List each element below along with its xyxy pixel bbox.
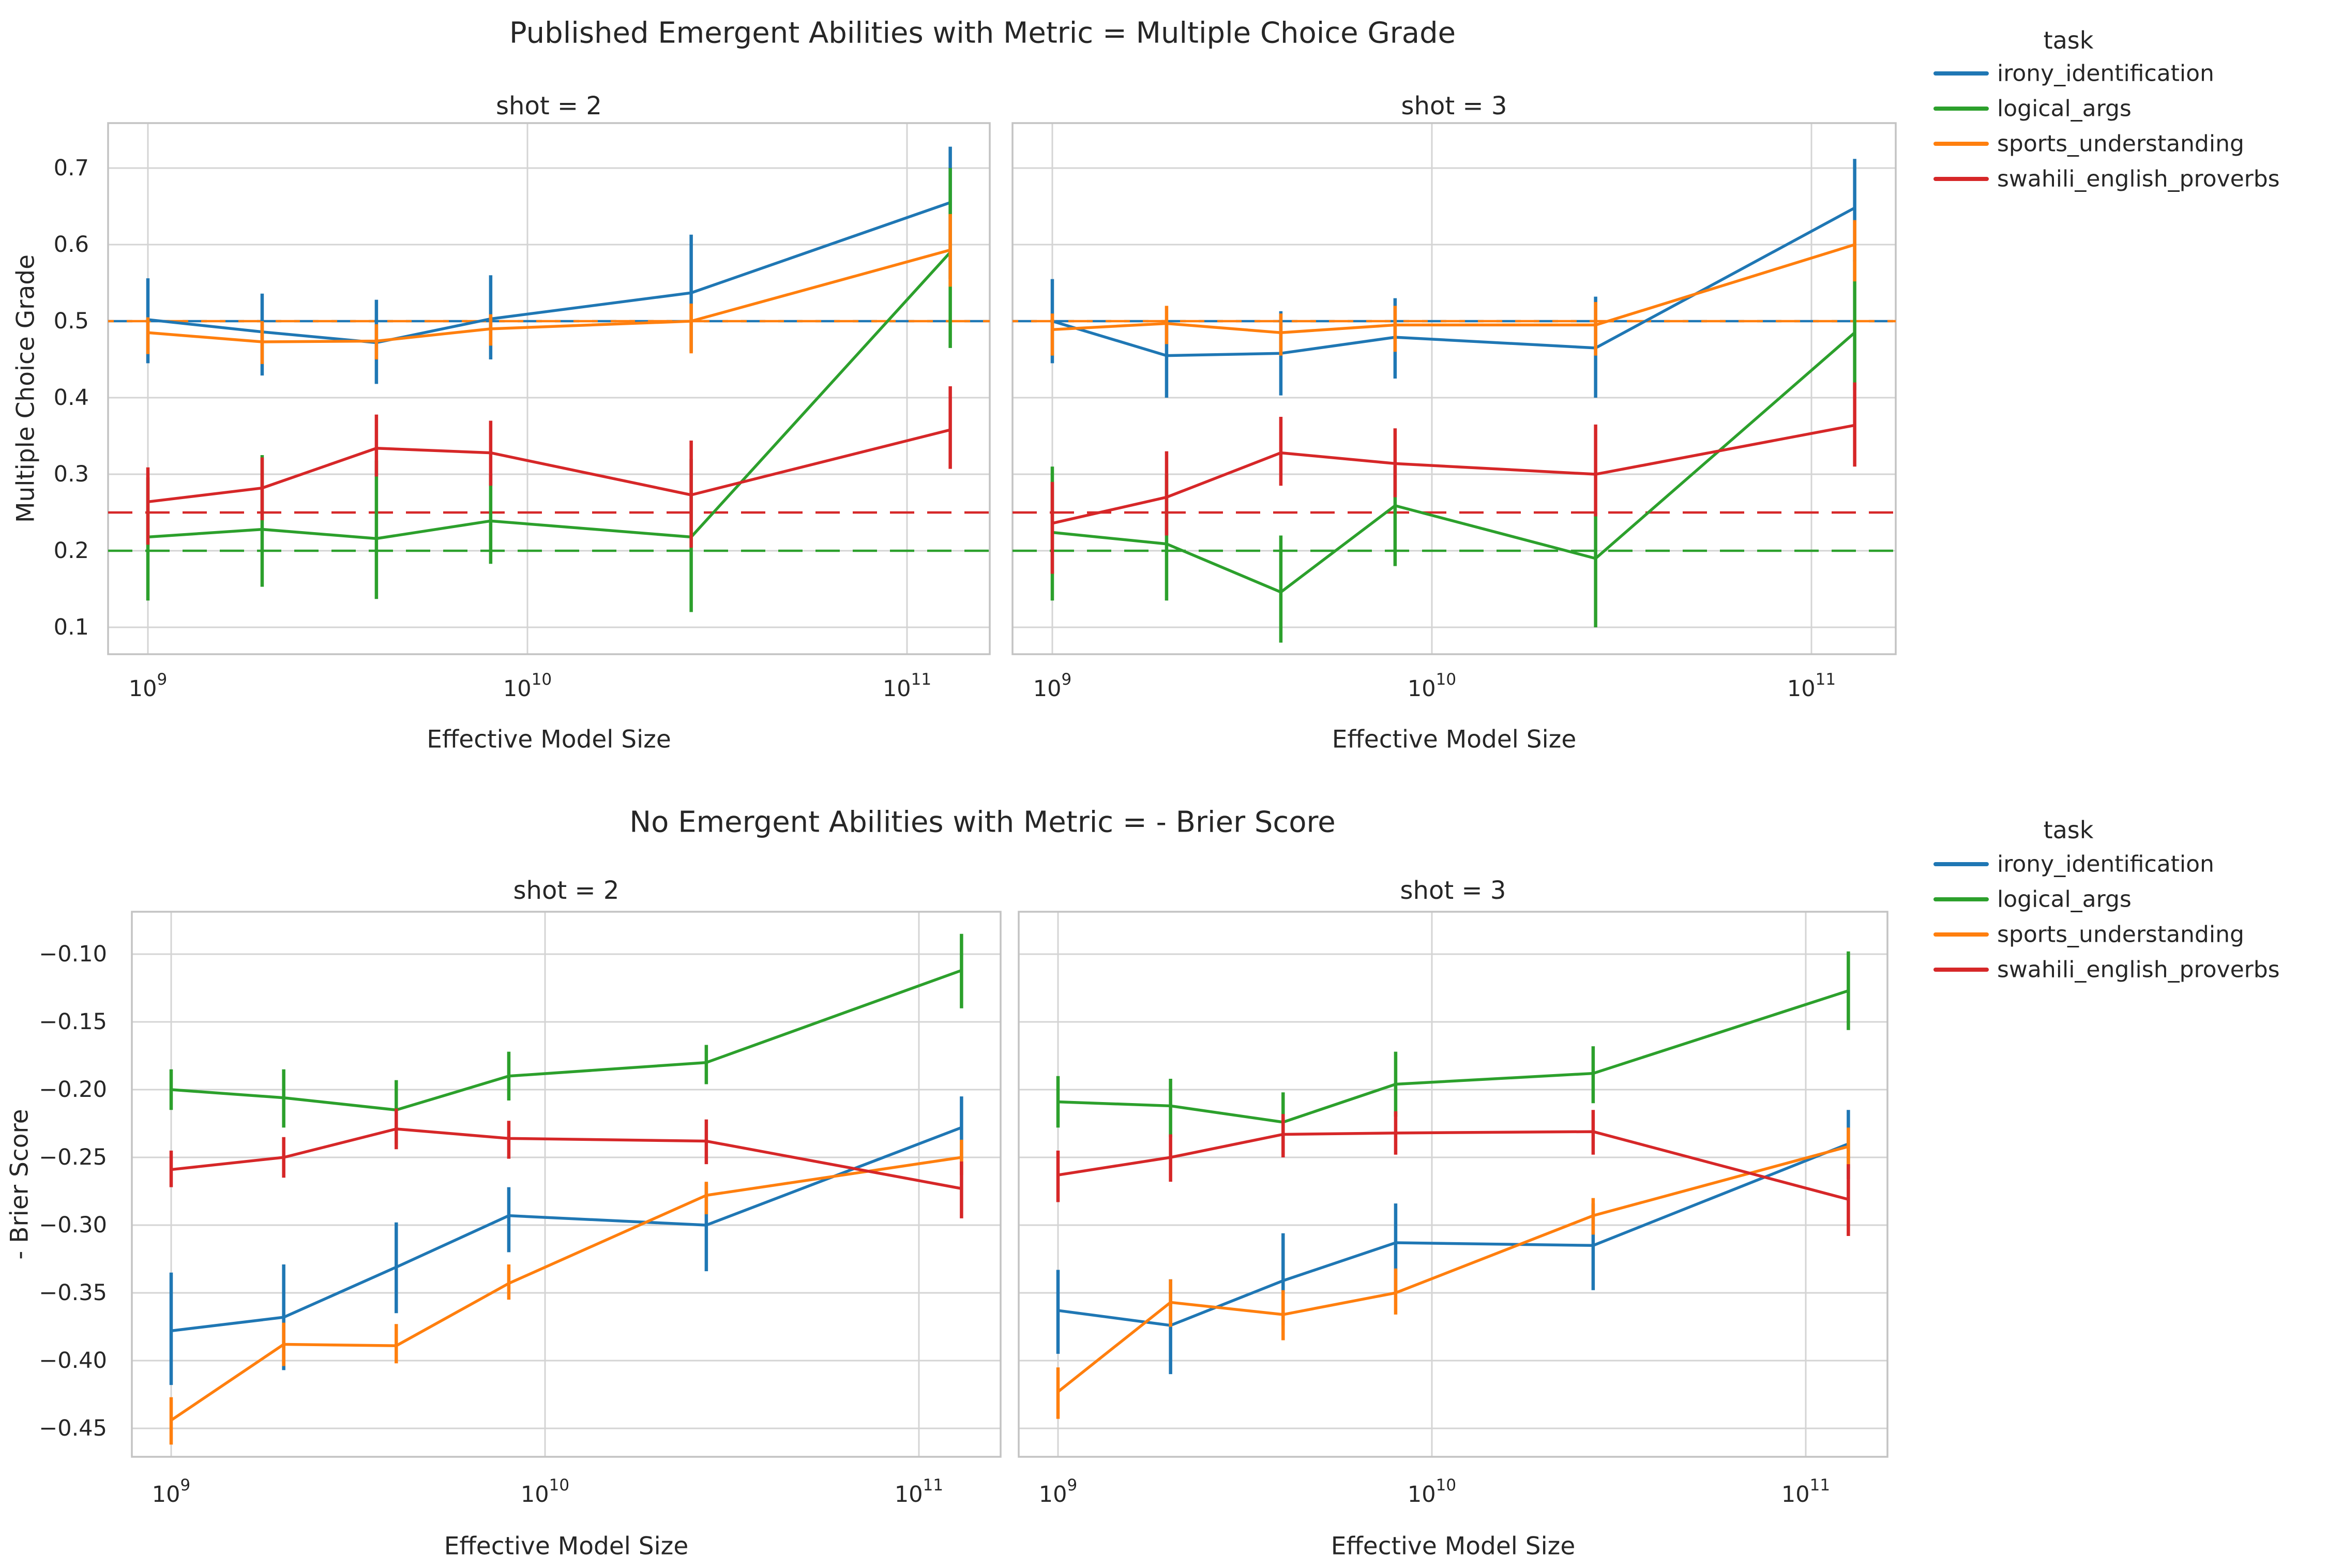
y-tick-label: 0.6	[54, 232, 89, 258]
y-tick-label: −0.15	[39, 1009, 107, 1035]
x-axis-label: Effective Model Size	[444, 1532, 689, 1561]
legend-item-label: swahili_english_proverbs	[1997, 957, 2280, 983]
plot-area	[107, 122, 991, 655]
legend-item-label: logical_args	[1997, 96, 2132, 122]
panel-title: shot = 2	[513, 876, 619, 905]
line-logical_args	[1057, 989, 1849, 1124]
y-tick-label: 0.3	[54, 461, 89, 487]
panel-top-left	[107, 122, 991, 655]
x-tick-label: 1011	[895, 1476, 943, 1507]
figure-title: No Emergent Abilities with Metric = - Br…	[629, 806, 1335, 839]
legend-item-label: sports_understanding	[1997, 131, 2244, 157]
legend-bottom	[1933, 862, 1989, 972]
legend-title: task	[2044, 816, 2094, 844]
panel-top-right	[1011, 122, 1897, 655]
figure-title: Published Emergent Abilities with Metric…	[509, 17, 1456, 50]
line-irony_identification	[147, 201, 951, 344]
y-tick-label: 0.4	[54, 385, 89, 411]
line-logical_args	[171, 969, 962, 1112]
panel-title: shot = 3	[1401, 92, 1507, 120]
legend-item-label: sports_understanding	[1997, 922, 2244, 948]
x-tick-label: 1010	[521, 1476, 569, 1507]
y-tick-label: −0.10	[39, 941, 107, 967]
plot-area	[1018, 911, 1888, 1458]
x-tick-label: 1010	[1408, 670, 1456, 702]
legend-item-label: irony_identification	[1997, 61, 2214, 87]
line-logical_args	[147, 251, 951, 540]
x-axis-label: Effective Model Size	[427, 726, 671, 754]
legend-item-label: logical_args	[1997, 886, 2132, 913]
x-tick-label: 1010	[1408, 1476, 1456, 1507]
legend-title: task	[2044, 26, 2094, 54]
panel-title: shot = 2	[496, 92, 602, 120]
x-tick-label: 109	[1033, 670, 1071, 702]
x-axis-label: Effective Model Size	[1331, 1532, 1576, 1561]
x-tick-label: 1011	[1781, 1476, 1830, 1507]
legend-item-label: swahili_english_proverbs	[1997, 166, 2280, 192]
y-tick-label: 0.7	[54, 155, 89, 181]
y-tick-label: 0.5	[54, 308, 89, 334]
line-swahili_english_proverbs	[1052, 424, 1855, 525]
line-swahili_english_proverbs	[147, 428, 951, 504]
x-tick-label: 109	[152, 1476, 190, 1507]
y-tick-label: 0.2	[54, 538, 89, 564]
y-tick-label: −0.40	[39, 1348, 107, 1374]
legend-item-label: irony_identification	[1997, 851, 2214, 878]
line-sports_understanding	[1057, 1145, 1849, 1393]
x-tick-label: 1011	[1787, 670, 1836, 702]
y-axis-label: Multiple Choice Grade	[12, 254, 40, 523]
y-tick-label: −0.20	[39, 1077, 107, 1103]
line-sports_understanding	[147, 248, 951, 343]
panel-bottom-left	[131, 911, 1002, 1458]
x-axis-label: Effective Model Size	[1332, 726, 1577, 754]
x-tick-label: 109	[129, 670, 167, 702]
plot-area	[1011, 122, 1897, 655]
y-tick-label: −0.30	[39, 1212, 107, 1238]
plot-area	[131, 911, 1002, 1458]
panel-bottom-right	[1018, 911, 1888, 1458]
x-tick-label: 1011	[883, 670, 931, 702]
y-tick-label: −0.25	[39, 1144, 107, 1170]
line-swahili_english_proverbs	[171, 1127, 962, 1190]
x-tick-label: 1010	[503, 670, 552, 702]
line-irony_identification	[171, 1126, 962, 1333]
x-tick-label: 109	[1039, 1476, 1077, 1507]
y-tick-label: 0.1	[54, 614, 89, 640]
line-sports_understanding	[1052, 243, 1855, 334]
y-axis-label: - Brier Score	[6, 1109, 34, 1259]
line-irony_identification	[1057, 1142, 1849, 1327]
y-tick-label: −0.45	[39, 1415, 107, 1441]
line-swahili_english_proverbs	[1057, 1130, 1849, 1201]
line-logical_args	[1052, 331, 1856, 594]
legend-top	[1933, 71, 1989, 181]
panel-title: shot = 3	[1400, 876, 1506, 905]
line-sports_understanding	[170, 1156, 962, 1422]
y-tick-label: −0.35	[39, 1280, 107, 1306]
line-irony_identification	[1052, 206, 1855, 357]
